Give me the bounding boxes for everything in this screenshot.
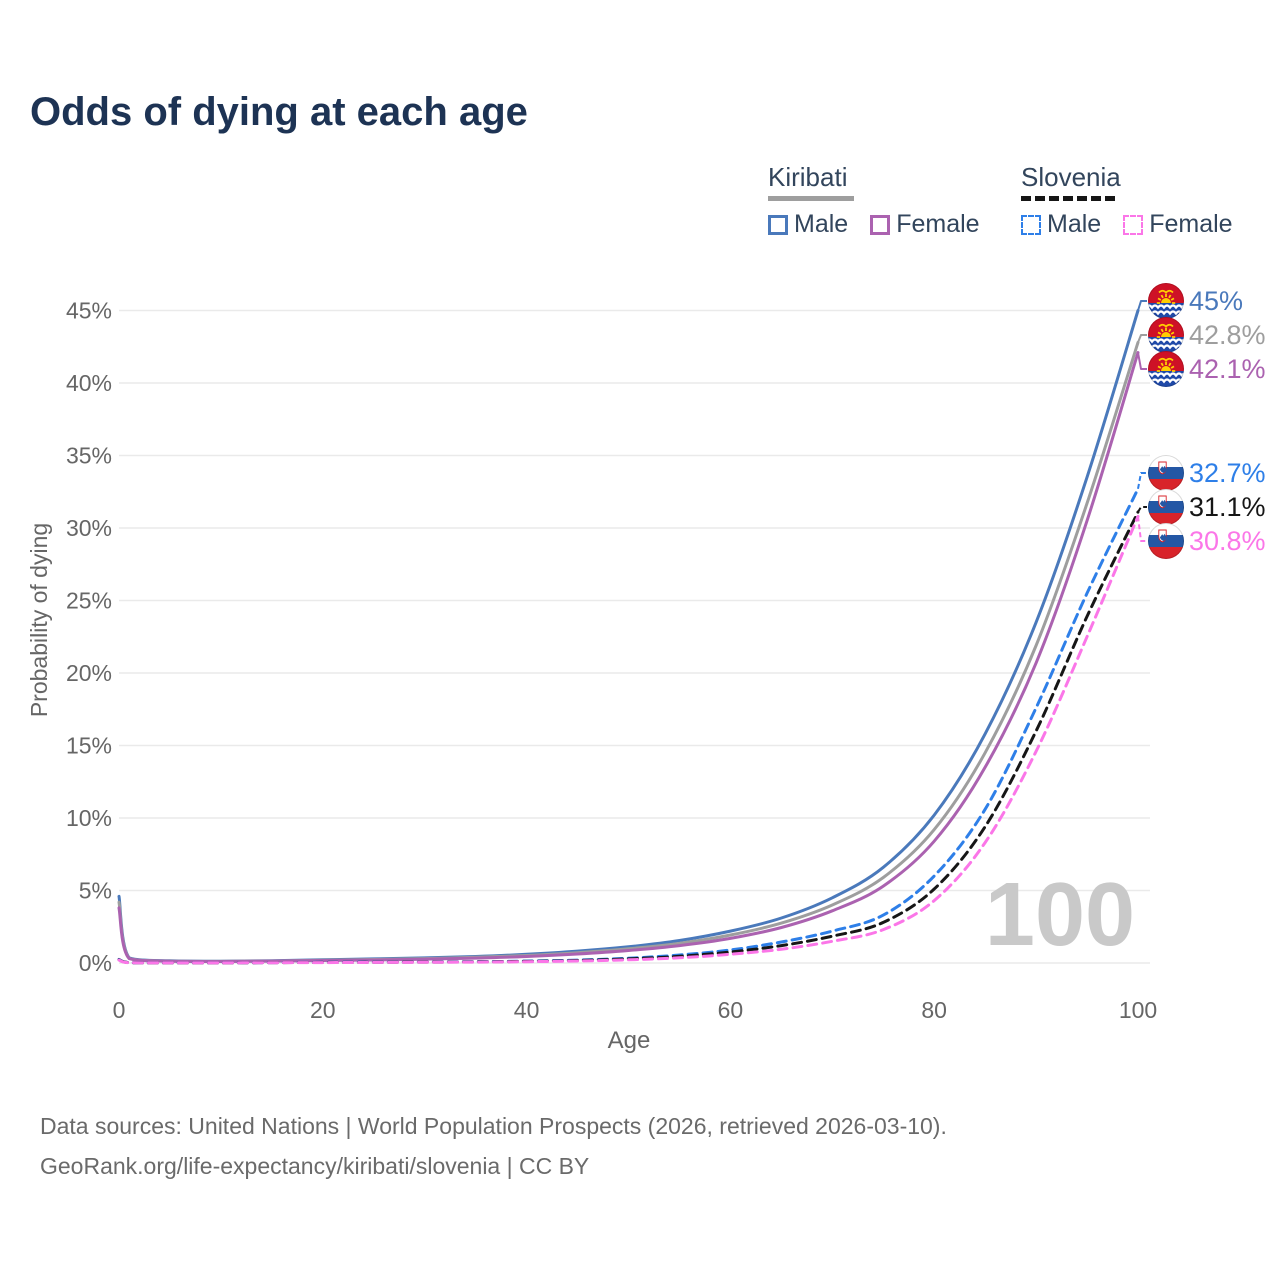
slovenia-flag-icon — [1148, 455, 1184, 491]
kiribati-flag-icon — [1148, 317, 1184, 353]
end-value-label-slovenia-male: 32.7% — [1189, 458, 1266, 488]
end-label-connector — [1137, 334, 1147, 343]
x-tick-label: 40 — [514, 997, 540, 1023]
slovenia-flag-icon — [1148, 489, 1184, 525]
y-tick-label: 20% — [66, 660, 112, 686]
kiribati-flag-icon — [1148, 283, 1184, 319]
legend-item-label: Female — [896, 210, 980, 239]
footer-sources-line: Data sources: United Nations | World Pop… — [40, 1113, 947, 1139]
x-tick-label: 0 — [113, 997, 126, 1023]
end-value-label-kiribati-both-sexes: 42.8% — [1189, 320, 1266, 350]
legend-country-linestyle-sample — [1021, 196, 1115, 202]
end-value-label-kiribati-female: 42.1% — [1189, 354, 1266, 384]
x-tick-label: 60 — [718, 997, 744, 1023]
legend-group-slovenia: Slovenia Male Female — [1021, 162, 1233, 239]
y-tick-label: 35% — [66, 443, 112, 469]
end-label-connector — [1137, 516, 1147, 542]
legend-country-linestyle-sample — [768, 196, 854, 202]
y-tick-label: 5% — [79, 878, 112, 904]
legend-item-label: Male — [794, 210, 849, 239]
legend-swatch-icon — [1123, 214, 1144, 235]
legend-item-label: Male — [1047, 210, 1102, 239]
x-tick-label: 20 — [310, 997, 336, 1023]
x-axis-title: Age — [608, 1027, 651, 1054]
end-label-connector — [1137, 472, 1147, 489]
y-tick-label: 40% — [66, 370, 112, 396]
x-tick-label: 100 — [1119, 997, 1157, 1023]
kiribati-flag-icon — [1148, 351, 1184, 387]
legend-country-label: Kiribati — [768, 162, 848, 192]
legend-group-kiribati: Kiribati Male Female — [768, 162, 980, 239]
end-value-label-slovenia-both-sexes: 31.1% — [1189, 492, 1266, 522]
y-tick-label: 45% — [66, 298, 112, 324]
y-tick-label: 15% — [66, 733, 112, 759]
y-axis-title: Probability of dying — [26, 523, 52, 717]
end-label-connector — [1137, 300, 1147, 311]
page-title: Odds of dying at each age — [30, 90, 528, 134]
end-value-label-kiribati-male: 45% — [1189, 286, 1243, 316]
legend-item-kiribati-male: Male — [768, 210, 848, 239]
series-line-kiribati-female — [117, 351, 1140, 963]
legend-swatch-icon — [870, 214, 891, 235]
legend-item-slovenia-female: Female — [1123, 210, 1233, 239]
legend-swatch-icon — [1021, 214, 1041, 235]
end-label-connector — [1137, 352, 1147, 370]
legend-item-kiribati-female: Female — [870, 210, 980, 239]
y-tick-label: 10% — [66, 805, 112, 831]
slovenia-flag-icon — [1148, 523, 1184, 559]
series-line-slovenia-female — [117, 514, 1140, 965]
end-label-connector — [1137, 506, 1147, 513]
footer-attribution-line: GeoRank.org/life-expectancy/kiribati/slo… — [40, 1153, 590, 1180]
y-tick-label: 25% — [66, 588, 112, 614]
legend-item-slovenia-male: Male — [1021, 210, 1101, 239]
y-tick-label: 0% — [79, 950, 112, 976]
legend-item-label: Female — [1149, 210, 1233, 239]
footer: Data sources: United Nations | World Pop… — [40, 1106, 947, 1187]
age-watermark: 100 — [985, 865, 1135, 965]
legend-country-label: Slovenia — [1021, 162, 1121, 192]
end-value-label-slovenia-female: 30.8% — [1189, 526, 1266, 556]
x-tick-label: 80 — [921, 997, 947, 1023]
y-tick-label: 30% — [66, 515, 112, 541]
series-line-kiribati-male — [117, 309, 1140, 963]
legend-swatch-icon — [768, 214, 788, 235]
